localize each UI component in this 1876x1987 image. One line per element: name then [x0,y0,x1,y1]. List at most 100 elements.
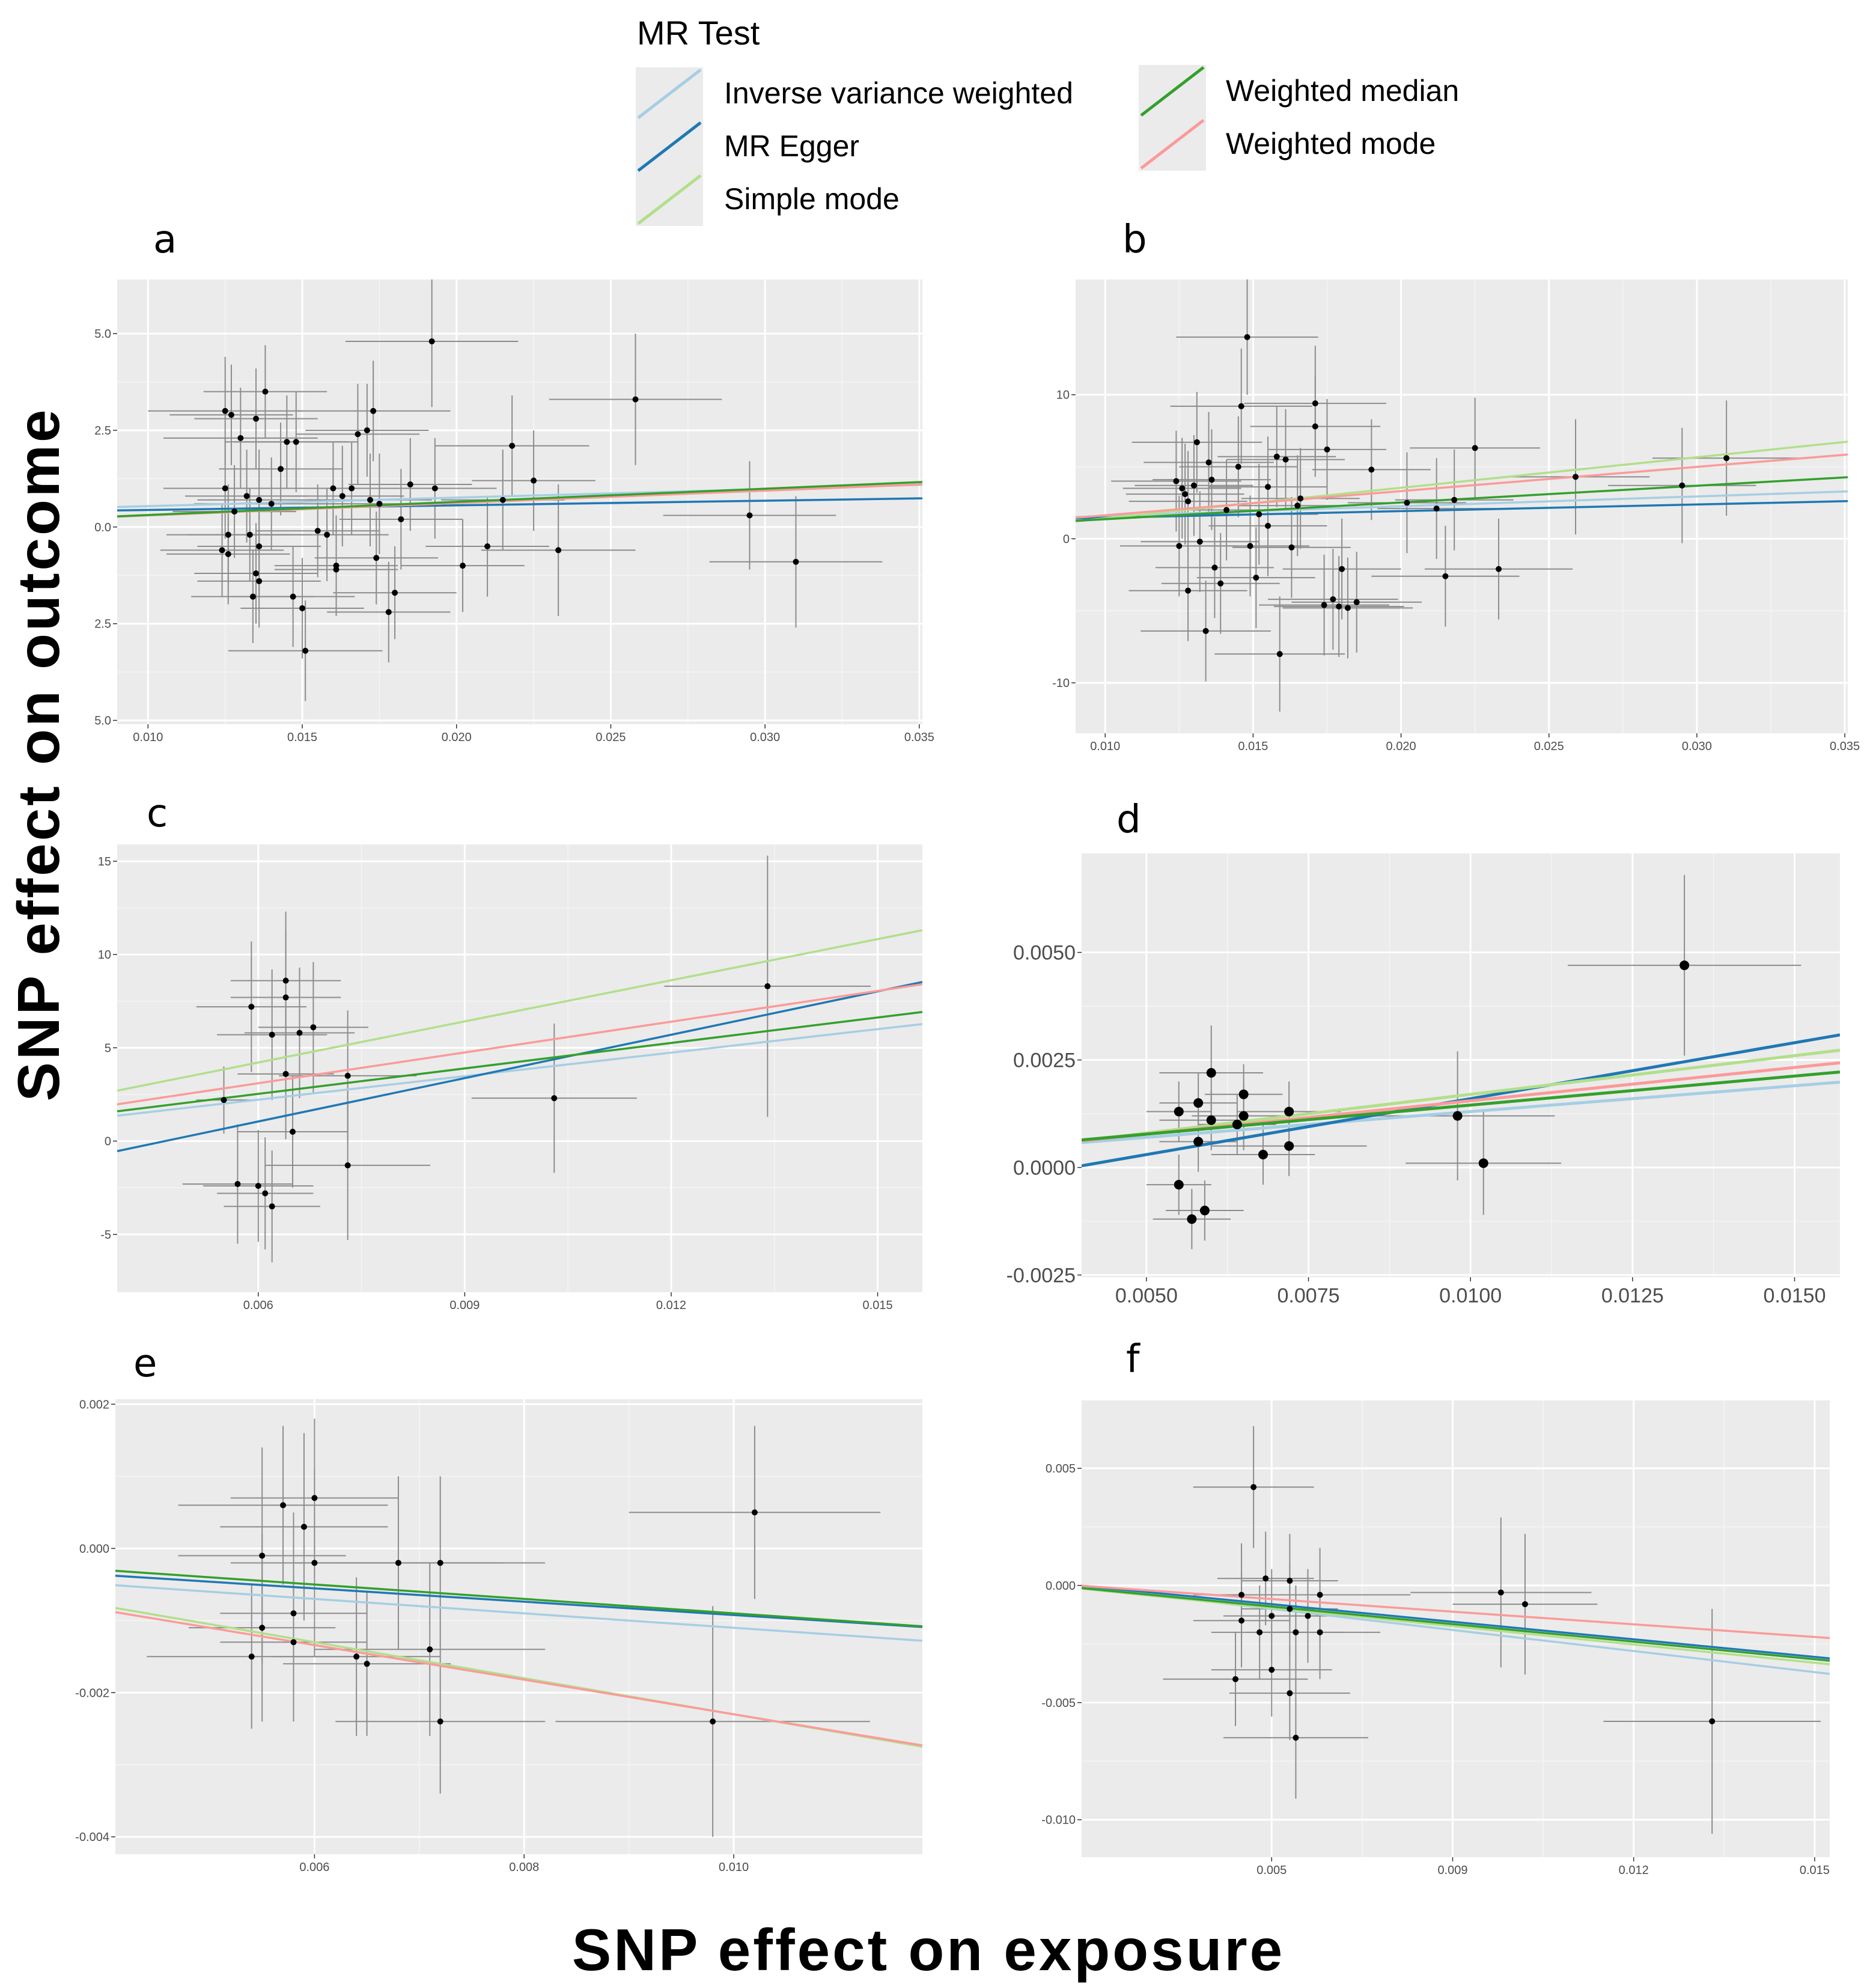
data-point [746,512,753,519]
data-point [1185,498,1192,505]
y-tick-label: -0.004 [75,1831,109,1844]
data-point [1284,1106,1294,1117]
data-point [1206,1115,1216,1125]
x-tick-label: 0.015 [863,1299,893,1312]
regression-line-wmode [117,983,922,1106]
data-point [1238,1592,1245,1598]
data-point [1442,573,1449,579]
x-tick-label: 0.0050 [1115,1284,1178,1307]
gridlines [115,1399,922,1854]
data-point [1268,1667,1275,1673]
data-point [1262,1575,1269,1582]
data-point [1344,605,1351,611]
x-tick-label: 0.010 [719,1861,749,1874]
data-point [385,609,392,615]
panel-c: 0.006 0.009 0.012 0.015 15 10 5 0 -5 [98,844,922,1312]
regression-line-egger [117,981,922,1152]
data-point [710,1718,716,1725]
data-point [222,485,228,492]
data-points [1232,1484,1716,1741]
data-point [1244,334,1250,340]
x-tick-label: 0.020 [1386,740,1416,753]
regression-lines [115,1569,922,1748]
data-point [1253,575,1259,581]
data-point [290,1639,297,1646]
data-point [1679,482,1686,489]
data-point [248,1004,255,1010]
data-point [1336,603,1342,610]
data-point [1190,482,1197,489]
y-tick-label: 5 [105,1042,111,1055]
regression-line-egger [115,1574,922,1628]
data-point [259,1552,266,1559]
panel-letter-e: e [133,1341,157,1386]
data-point [231,508,238,515]
regression-lines [117,481,922,518]
data-point [555,547,562,554]
data-point [299,605,306,611]
data-point [373,555,380,561]
data-point [219,547,225,554]
data-point [1176,543,1183,549]
regression-line-egger [1082,1584,1830,1659]
data-point [428,338,435,344]
data-point [392,590,398,596]
y-tick-label: -0.005 [1041,1697,1076,1710]
regression-line-simple [1082,1587,1830,1665]
legend-label-wmode: Weighted mode [1226,127,1436,160]
x-tick-label: 0.010 [133,731,163,744]
regression-line-egger [1076,500,1848,520]
data-point [1265,484,1271,490]
data-point [1238,1111,1249,1121]
y-tick-label: 0.0 [94,521,111,534]
data-point [1217,580,1224,587]
data-points [248,1495,758,1725]
data-point [255,1183,261,1189]
data-point [282,977,289,984]
x-tick-label: 0.005 [1256,1864,1287,1877]
data-point [1452,1111,1463,1121]
y-tick-label: 0 [105,1135,111,1149]
y-tick-label: 0.002 [79,1398,109,1411]
data-point [1247,543,1253,549]
y-tick-label: 0.000 [1046,1580,1076,1593]
data-point [1235,463,1241,470]
y-axis-title: SNP effect on outcome [5,407,72,1102]
data-point [290,1610,297,1617]
data-point [460,563,466,569]
data-point [367,496,373,503]
data-point [1211,564,1218,571]
data-point [1287,1690,1293,1697]
x-tick-label: 0.030 [750,731,780,744]
regression-lines [1082,1033,1840,1168]
data-point [1185,587,1192,594]
data-point [228,412,234,418]
regression-line-wmode [1082,1584,1830,1640]
x-tick-label: 0.008 [509,1861,539,1874]
data-point [349,485,355,492]
data-point [1179,485,1186,492]
data-point [1339,566,1345,572]
data-point [293,439,299,445]
data-point [221,1097,227,1103]
data-point [1293,1735,1299,1741]
data-point [1478,1158,1488,1168]
x-tick-label: 0.010 [1090,740,1120,753]
data-point [1297,495,1304,502]
panel-a: 0.010 0.015 0.020 0.025 0.030 0.035 5.0 2.5 0.0 2… [94,279,934,744]
data-point [1196,539,1203,545]
y-tick-label: -5 [100,1229,111,1242]
data-point [1238,403,1244,409]
y-tick-label: 0.0050 [1013,942,1076,965]
y-tick-label: 5.0 [94,328,111,341]
data-point [509,442,516,449]
regression-line-wmode [115,1611,922,1747]
legend-item-wmed: Weighted median [1139,65,1459,118]
data-point [344,1162,351,1168]
legend: MR Test Inverse variance weighted MR Egg… [636,14,1459,226]
panel-f: 0.005 0.009 0.012 0.015 0.005 0.000 -0.005 -0.0… [1041,1400,1830,1877]
panel-b: 0.010 0.015 0.020 0.025 0.030 0.035 10 0 -10 [1052,279,1860,753]
legend-key-line-wmode [1140,119,1205,169]
data-point [290,593,296,600]
data-point [431,485,438,492]
